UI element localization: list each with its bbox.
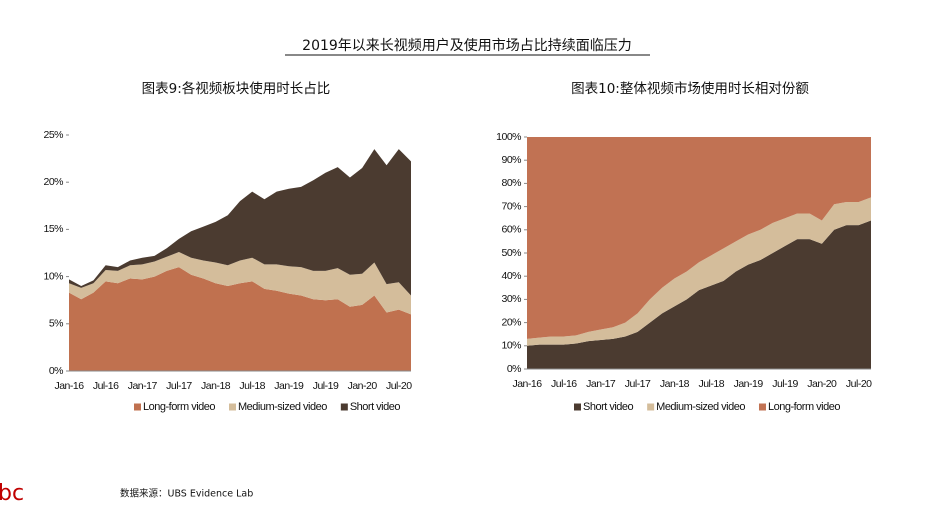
legend-label: Short video bbox=[583, 401, 634, 413]
legend-swatch bbox=[134, 403, 141, 411]
area bbox=[69, 252, 411, 315]
legend-swatch bbox=[229, 403, 236, 411]
chart-title: 图表9:各视频板块使用时长占比 bbox=[142, 80, 331, 97]
x-tick-label: Jan-19 bbox=[274, 380, 304, 392]
legend-swatch bbox=[574, 403, 581, 411]
x-tick-label: Jul-16 bbox=[551, 378, 577, 390]
legend-swatch bbox=[647, 403, 655, 411]
x-tick-label: Jan-17 bbox=[128, 380, 158, 392]
x-tick-label: Jul-19 bbox=[313, 380, 339, 392]
x-tick-label: Jan-20 bbox=[348, 380, 378, 392]
y-tick-label: 0% bbox=[507, 363, 521, 375]
y-tick-label: 0% bbox=[49, 365, 63, 377]
x-tick-label: Jul-17 bbox=[166, 380, 192, 392]
legend-swatch bbox=[758, 403, 766, 411]
x-tick-label: Jan-17 bbox=[586, 378, 616, 390]
legend-label: Medium-sized video bbox=[238, 401, 327, 413]
y-tick-label: 100% bbox=[496, 131, 521, 143]
y-tick-label: 30% bbox=[501, 293, 521, 305]
source-note: 数据来源：UBS Evidence Lab bbox=[120, 488, 253, 500]
y-tick-label: 90% bbox=[501, 154, 521, 166]
legend-swatch bbox=[340, 403, 348, 411]
area bbox=[69, 267, 411, 371]
y-tick-label: 10% bbox=[501, 340, 521, 352]
legend-label: Short video bbox=[350, 401, 401, 413]
x-tick-label: Jul-17 bbox=[625, 378, 651, 390]
x-tick-label: Jul-16 bbox=[93, 380, 119, 392]
y-tick-label: 20% bbox=[501, 316, 521, 328]
legend-label: Medium-sized video bbox=[656, 401, 745, 413]
x-tick-label: Jul-18 bbox=[698, 378, 724, 390]
slide-title: 2019年以来长视频用户及使用市场占比持续面临压力 bbox=[302, 37, 632, 54]
y-tick-label: 15% bbox=[43, 223, 63, 235]
chart-title: 图表10:整体视频市场使用时长相对份额 bbox=[571, 80, 809, 97]
area bbox=[69, 149, 411, 296]
y-tick-label: 70% bbox=[501, 200, 521, 212]
legend-label: Long-form video bbox=[768, 401, 840, 413]
y-tick-label: 40% bbox=[501, 270, 521, 282]
x-tick-label: Jan-18 bbox=[660, 378, 690, 390]
x-tick-label: Jan-18 bbox=[201, 380, 231, 392]
x-tick-label: Jan-20 bbox=[807, 378, 837, 390]
legend-label: Long-form video bbox=[143, 401, 215, 413]
y-tick-label: 80% bbox=[501, 177, 521, 189]
area bbox=[527, 137, 871, 339]
x-tick-label: Jan-19 bbox=[734, 378, 764, 390]
x-tick-label: Jan-16 bbox=[54, 380, 84, 392]
x-tick-label: Jul-20 bbox=[846, 378, 872, 390]
x-tick-label: Jul-18 bbox=[239, 380, 265, 392]
x-tick-label: Jul-19 bbox=[772, 378, 798, 390]
area bbox=[527, 220, 871, 369]
y-tick-label: 60% bbox=[501, 224, 521, 236]
x-tick-label: Jan-16 bbox=[512, 378, 542, 390]
y-tick-label: 10% bbox=[43, 270, 63, 282]
y-tick-label: 20% bbox=[43, 176, 63, 188]
y-tick-label: 5% bbox=[49, 318, 63, 330]
x-tick-label: Jul-20 bbox=[386, 380, 412, 392]
y-tick-label: 25% bbox=[43, 129, 63, 141]
area bbox=[527, 197, 871, 346]
logo: bc bbox=[0, 481, 24, 506]
y-tick-label: 50% bbox=[501, 247, 521, 259]
